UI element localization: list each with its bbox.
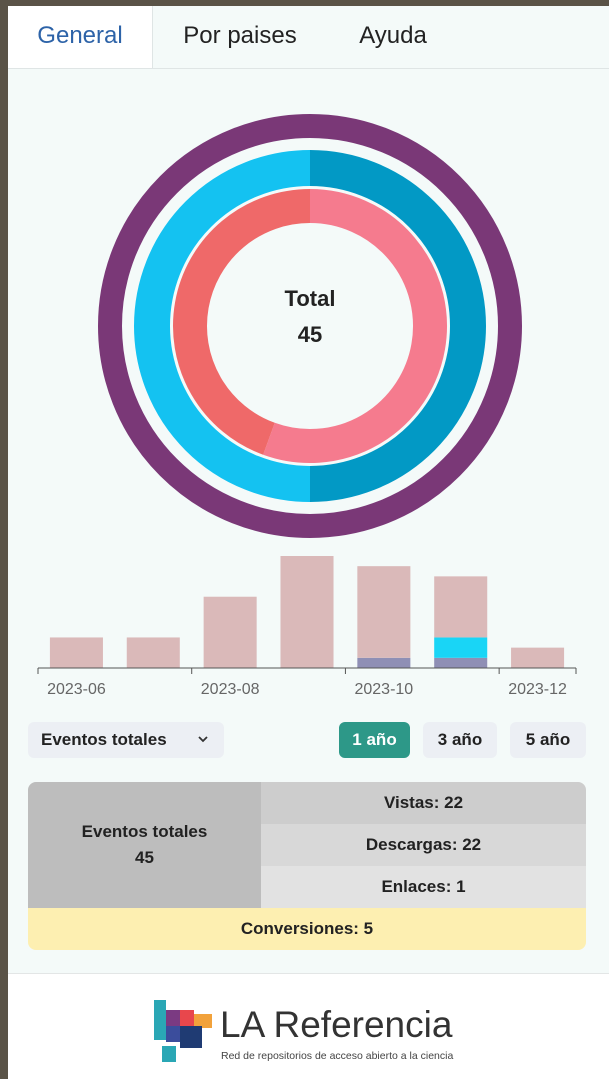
range-button[interactable]: 5 año bbox=[510, 722, 586, 758]
tab-bar bbox=[8, 6, 609, 69]
tab[interactable]: Por paises bbox=[183, 22, 297, 49]
total-value: 45 bbox=[135, 848, 154, 867]
row-cell: Vistas: 22 bbox=[261, 782, 586, 824]
total-label: Eventos totales bbox=[81, 822, 208, 841]
bar-segment bbox=[434, 576, 488, 638]
dropdown-label: Eventos totales bbox=[41, 730, 167, 749]
donut-chart: Total 45 bbox=[98, 114, 522, 538]
app: General Por paises Ayuda Total 45 2023-06… bbox=[8, 6, 609, 1079]
x-tick-label: 2023-12 bbox=[508, 681, 567, 698]
total-cell: Eventos totales 45 bbox=[28, 782, 261, 908]
bar-segment bbox=[357, 566, 411, 658]
logo-icon bbox=[154, 1000, 212, 1062]
row-cell: Enlaces: 1 bbox=[261, 866, 586, 908]
bar-segment bbox=[434, 637, 488, 658]
bar-segment bbox=[511, 647, 565, 668]
tab[interactable]: Ayuda bbox=[359, 22, 427, 49]
bar-segment bbox=[434, 657, 488, 668]
dropdown[interactable]: Eventos totales bbox=[28, 722, 224, 758]
x-tick-label: 2023-10 bbox=[354, 681, 413, 698]
range-button[interactable]: 1 año bbox=[339, 722, 410, 758]
tab[interactable]: General bbox=[8, 6, 153, 68]
row-cell: Descargas: 22 bbox=[261, 824, 586, 866]
brand: LA Referencia bbox=[220, 1004, 453, 1045]
chevron-icon bbox=[198, 736, 208, 743]
bar-segment bbox=[126, 637, 180, 668]
center-value: 45 bbox=[298, 322, 322, 347]
tagline: Red de repositorios de acceso abierto a … bbox=[221, 1050, 454, 1062]
footer-cell: Conversiones: 5 bbox=[28, 908, 586, 950]
summary-table: Eventos totales 45 Vistas: 22 Descargas:… bbox=[28, 782, 586, 950]
ring-segment bbox=[309, 150, 486, 502]
x-tick-label: 2023-08 bbox=[201, 681, 260, 698]
x-tick-label: 2023-06 bbox=[47, 681, 106, 698]
ring-segment bbox=[134, 150, 311, 502]
bar-segment bbox=[280, 556, 334, 668]
ring-segment bbox=[98, 114, 522, 538]
bar-chart: 2023-06 2023-08 2023-10 2023-12 bbox=[37, 556, 577, 698]
ring-segment bbox=[173, 189, 311, 455]
bar-segment bbox=[203, 596, 257, 668]
bar-segment bbox=[357, 657, 411, 668]
bar-segment bbox=[49, 637, 103, 668]
range-button[interactable]: 3 año bbox=[423, 722, 497, 758]
ring-segment bbox=[263, 189, 447, 463]
center-label: Total bbox=[285, 286, 336, 311]
footer: LA Referencia Red de repositorios de acc… bbox=[8, 973, 609, 1079]
